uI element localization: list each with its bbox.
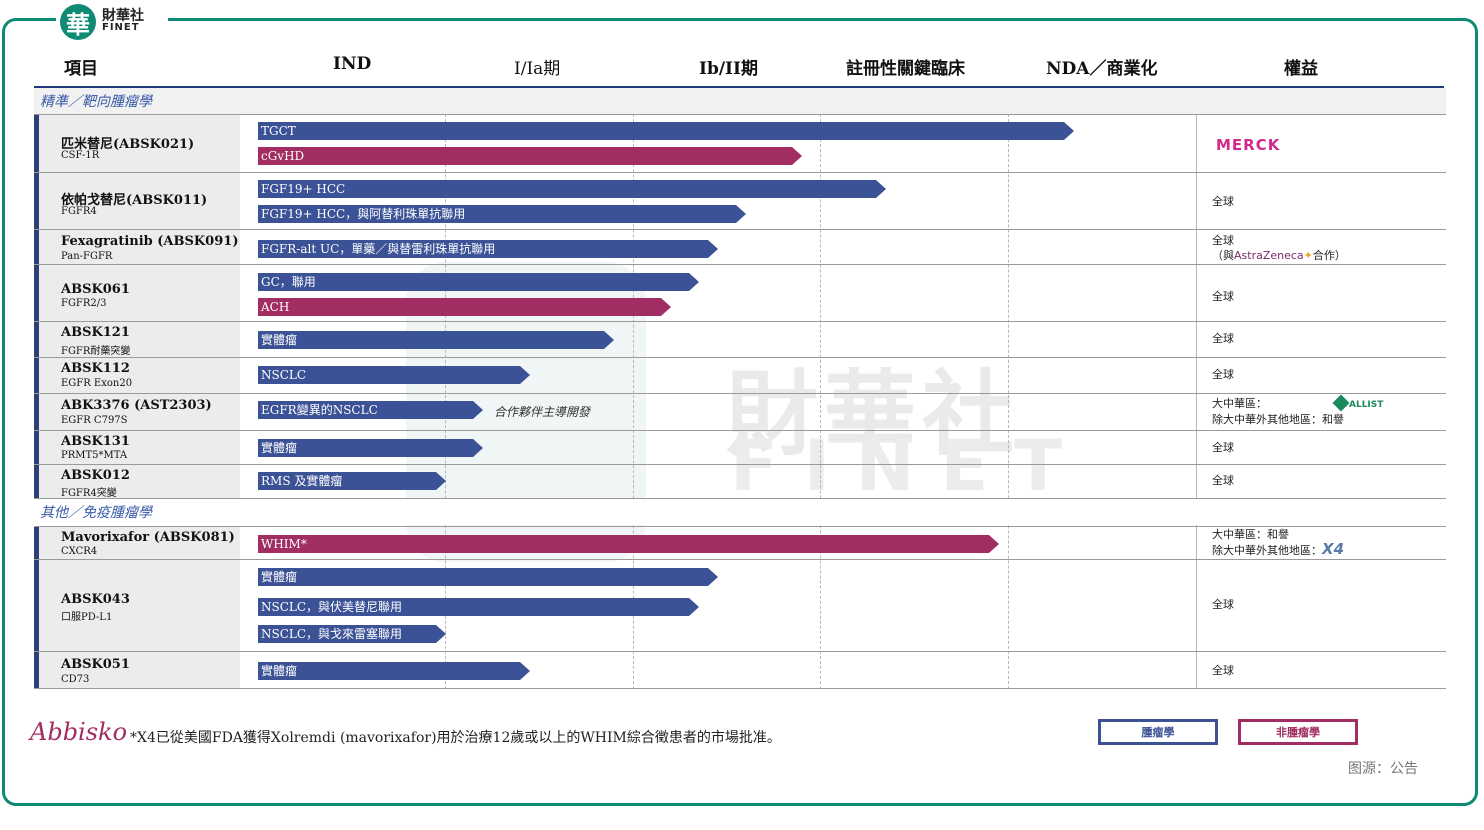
logo-name-en: FINET xyxy=(102,22,140,33)
drug-name: ABSK112 xyxy=(61,361,130,376)
drug-target: Pan-FGFR xyxy=(61,251,113,262)
header-phase1: I/Ia期 xyxy=(514,59,561,79)
bar-absk131-solid: 實體瘤 xyxy=(258,439,483,457)
drug-target: FGFR4 xyxy=(61,206,97,217)
x4-logo: X4 xyxy=(1322,540,1345,558)
row-absk121: ABSK121 FGFR耐藥突變 xyxy=(34,322,240,357)
drug-name: Mavorixafor (ABSK081) xyxy=(61,530,235,545)
bar-absk081-whim: WHIM* xyxy=(258,535,999,553)
header-ind: IND xyxy=(333,54,372,74)
header-nda: NDA／商業化 xyxy=(1046,59,1158,79)
drug-name: Fexagratinib (ABSK091) xyxy=(61,234,239,249)
drug-target: PRMT5*MTA xyxy=(61,450,128,461)
bar-absk061-gc: GC，聯用 xyxy=(258,273,699,291)
rights-absk051: 全球 xyxy=(1212,664,1234,677)
bar-absk112-nsclc: NSCLC xyxy=(258,366,530,384)
drug-name: 匹米替尼(ABSK021) xyxy=(61,137,195,152)
bar-absk012-rms: RMS 及實體瘤 xyxy=(258,472,446,490)
legend-oncology: 腫瘤學 xyxy=(1098,719,1218,745)
merck-logo: MERCK xyxy=(1216,136,1281,154)
outer-frame xyxy=(2,18,1478,806)
bar-absk011-hcc: FGF19+ HCC xyxy=(258,180,886,198)
drug-target: CD73 xyxy=(61,674,90,685)
drug-target: CXCR4 xyxy=(61,546,98,557)
section-precision-oncology: 精準／靶向腫瘤學 xyxy=(34,88,1446,114)
bar-absk043-nsclc-furmonertinib: NSCLC，與伏美替尼聯用 xyxy=(258,598,699,616)
bar-absk011-hcc-combo: FGF19+ HCC，與阿替利珠單抗聯用 xyxy=(258,205,746,223)
row-absk091: Fexagratinib (ABSK091) Pan-FGFR xyxy=(34,230,240,264)
row-absk061: ABSK061 FGFR2/3 xyxy=(34,265,240,321)
drug-name: ABSK012 xyxy=(61,468,130,483)
drug-name: ABK3376 (AST2303) xyxy=(61,398,212,413)
drug-target: 口服PD-L1 xyxy=(61,612,113,623)
row-absk043: ABSK043 口服PD-L1 xyxy=(34,560,240,651)
rights-absk011: 全球 xyxy=(1212,195,1234,208)
header-phase2: Ib/II期 xyxy=(699,59,758,79)
drug-target: FGFR4突變 xyxy=(61,488,117,499)
rights-absk081-gc: 大中華區：和譽 xyxy=(1212,528,1289,541)
row-absk081: Mavorixafor (ABSK081) CXCR4 xyxy=(34,527,240,559)
rights-absk121: 全球 xyxy=(1212,332,1234,345)
rights-absk081-row: 除大中華外其他地區：X4 xyxy=(1212,540,1345,558)
bar-absk061-ach: ACH xyxy=(258,298,671,316)
row-absk131: ABSK131 PRMT5*MTA xyxy=(34,431,240,464)
header-underline xyxy=(34,86,1444,88)
rights-absk131: 全球 xyxy=(1212,441,1234,454)
partner-led-note: 合作夥伴主導開發 xyxy=(494,405,591,419)
row-absk011: 依帕戈替尼(ABSK011) FGFR4 xyxy=(34,173,240,229)
header-project: 項目 xyxy=(64,59,98,79)
rights-abk3376-row: 除大中華外其他地區：和譽 xyxy=(1212,413,1344,426)
drug-target: EGFR Exon20 xyxy=(61,378,133,389)
rights-absk091: 全球 xyxy=(1212,234,1234,247)
rights-abk3376-gc: 大中華區： ALLIST xyxy=(1212,394,1384,413)
watermark-en: FINET xyxy=(730,425,1089,507)
watermark-cn: 財華社 xyxy=(726,361,1021,468)
bar-absk021-tgct: TGCT xyxy=(258,122,1074,140)
abbisko-logo: Abbisko xyxy=(30,718,128,746)
allist-logo: ALLIST xyxy=(1349,400,1384,410)
bar-abk3376-nsclc: EGFR變異的NSCLC xyxy=(258,401,483,419)
drug-name: 依帕戈替尼(ABSK011) xyxy=(61,193,208,208)
bar-absk021-cgvhd: cGvHD xyxy=(258,147,802,165)
header-pivotal: 註冊性關鍵臨床 xyxy=(846,59,965,79)
section-other-immuno: 其他／免疫腫瘤學 xyxy=(34,499,1446,525)
source-note: 图源：公告 xyxy=(1348,761,1418,777)
astrazeneca-mark-icon: ✦ xyxy=(1303,249,1313,262)
row-absk112: ABSK112 EGFR Exon20 xyxy=(34,358,240,393)
rights-absk012: 全球 xyxy=(1212,474,1234,487)
drug-name: ABSK043 xyxy=(61,592,130,607)
logo-mark-icon: 華 xyxy=(60,4,96,40)
bar-absk043-nsclc-glecirasib: NSCLC，與戈來雷塞聯用 xyxy=(258,625,446,643)
rights-absk091-partner: （與AstraZeneca✦合作） xyxy=(1212,249,1346,262)
footnote: *X4已從美國FDA獲得Xolremdi (mavorixafor)用於治療12… xyxy=(130,730,781,746)
drug-name: ABSK051 xyxy=(61,657,130,672)
drug-target: FGFR2/3 xyxy=(61,298,107,309)
drug-target: CSF-1R xyxy=(61,150,100,161)
row-absk021: 匹米替尼(ABSK021) CSF-1R xyxy=(34,115,240,172)
row-absk051: ABSK051 CD73 xyxy=(34,652,240,688)
astrazeneca-logo: AstraZeneca xyxy=(1234,249,1304,262)
bar-absk043-solid: 實體瘤 xyxy=(258,568,718,586)
rights-absk112: 全球 xyxy=(1212,368,1234,381)
rights-absk043: 全球 xyxy=(1212,598,1234,611)
drug-target: EGFR C797S xyxy=(61,415,128,426)
drug-name: ABSK061 xyxy=(61,282,130,297)
allist-logo-icon xyxy=(1332,394,1350,412)
bar-absk121-solid: 實體瘤 xyxy=(258,331,614,349)
drug-target: FGFR耐藥突變 xyxy=(61,346,131,357)
row-abk3376: ABK3376 (AST2303) EGFR C797S xyxy=(34,394,240,430)
drug-name: ABSK131 xyxy=(61,434,130,449)
logo-name-cn: 財華社 xyxy=(102,8,144,24)
legend-non-oncology: 非腫瘤學 xyxy=(1238,719,1358,745)
rights-absk061: 全球 xyxy=(1212,290,1234,303)
drug-name: ABSK121 xyxy=(61,325,130,340)
finet-logo: 華 財華社 FINET xyxy=(56,0,168,44)
bar-absk091-uc: FGFR-alt UC，單藥／與替雷利珠單抗聯用 xyxy=(258,240,718,258)
row-absk012: ABSK012 FGFR4突變 xyxy=(34,465,240,499)
header-rights: 權益 xyxy=(1284,59,1318,79)
bar-absk051-solid: 實體瘤 xyxy=(258,662,530,680)
